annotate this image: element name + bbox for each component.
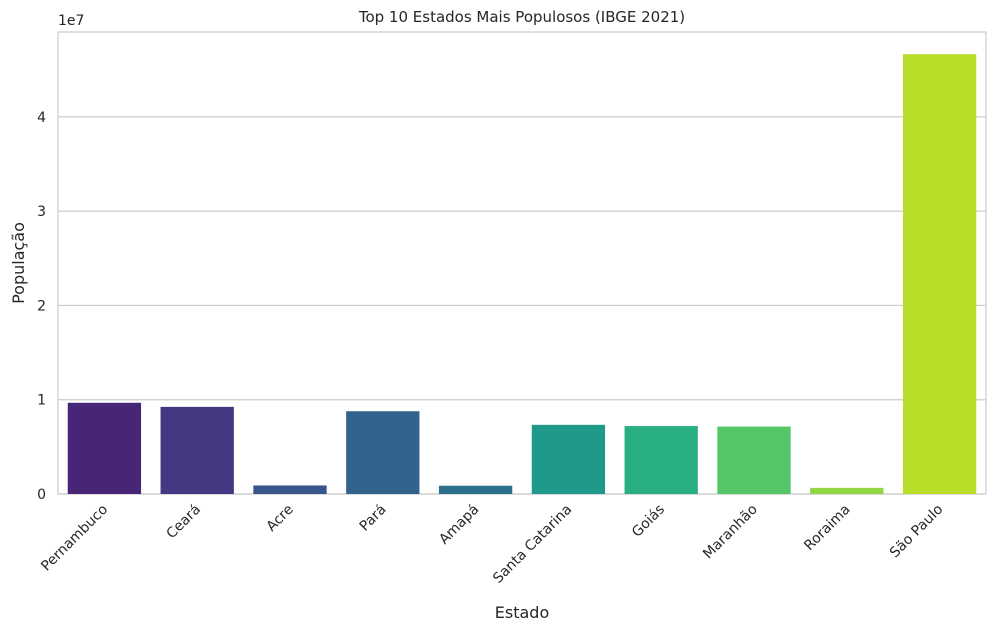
y-tick-labels: 0 1 2 3 4 (37, 110, 46, 503)
y-tick-label: 1 (37, 393, 46, 409)
x-tick-labels: Pernambuco Ceará Acre Pará Amapá Santa Catari… (38, 502, 946, 587)
x-tick-label: São Paulo (887, 502, 947, 562)
y-tick-label: 4 (37, 110, 46, 126)
x-tick-label: Amapá (436, 502, 482, 548)
y-tick-label: 3 (37, 204, 46, 220)
x-tick-label: Maranhão (700, 502, 761, 563)
bar-8 (810, 487, 884, 494)
x-tick-label: Acre (264, 502, 297, 535)
y-axis-offset-label: 1e7 (58, 13, 84, 29)
bar-4 (438, 485, 513, 494)
bar-0 (67, 402, 142, 494)
chart-title: Top 10 Estados Mais Populosos (IBGE 2021… (358, 8, 685, 26)
x-tick-label: Goiás (629, 502, 668, 541)
y-axis-label: População (9, 222, 28, 304)
x-tick-label: Santa Catarina (490, 502, 575, 587)
y-tick-label: 2 (37, 298, 46, 314)
x-tick-label: Roraima (801, 502, 853, 554)
bar-2 (253, 485, 327, 494)
x-tick-label: Pernambuco (38, 502, 111, 575)
bar-5 (531, 424, 606, 494)
x-tick-label: Pará (357, 502, 390, 535)
bar-1 (160, 406, 234, 494)
y-tick-label: 0 (37, 487, 46, 503)
bar-9 (902, 54, 977, 495)
x-axis-label: Estado (495, 603, 549, 622)
bars (67, 54, 977, 495)
bar-6 (624, 426, 698, 494)
bar-3 (346, 411, 420, 494)
bar-7 (717, 426, 791, 494)
x-tick-label: Ceará (164, 502, 205, 543)
